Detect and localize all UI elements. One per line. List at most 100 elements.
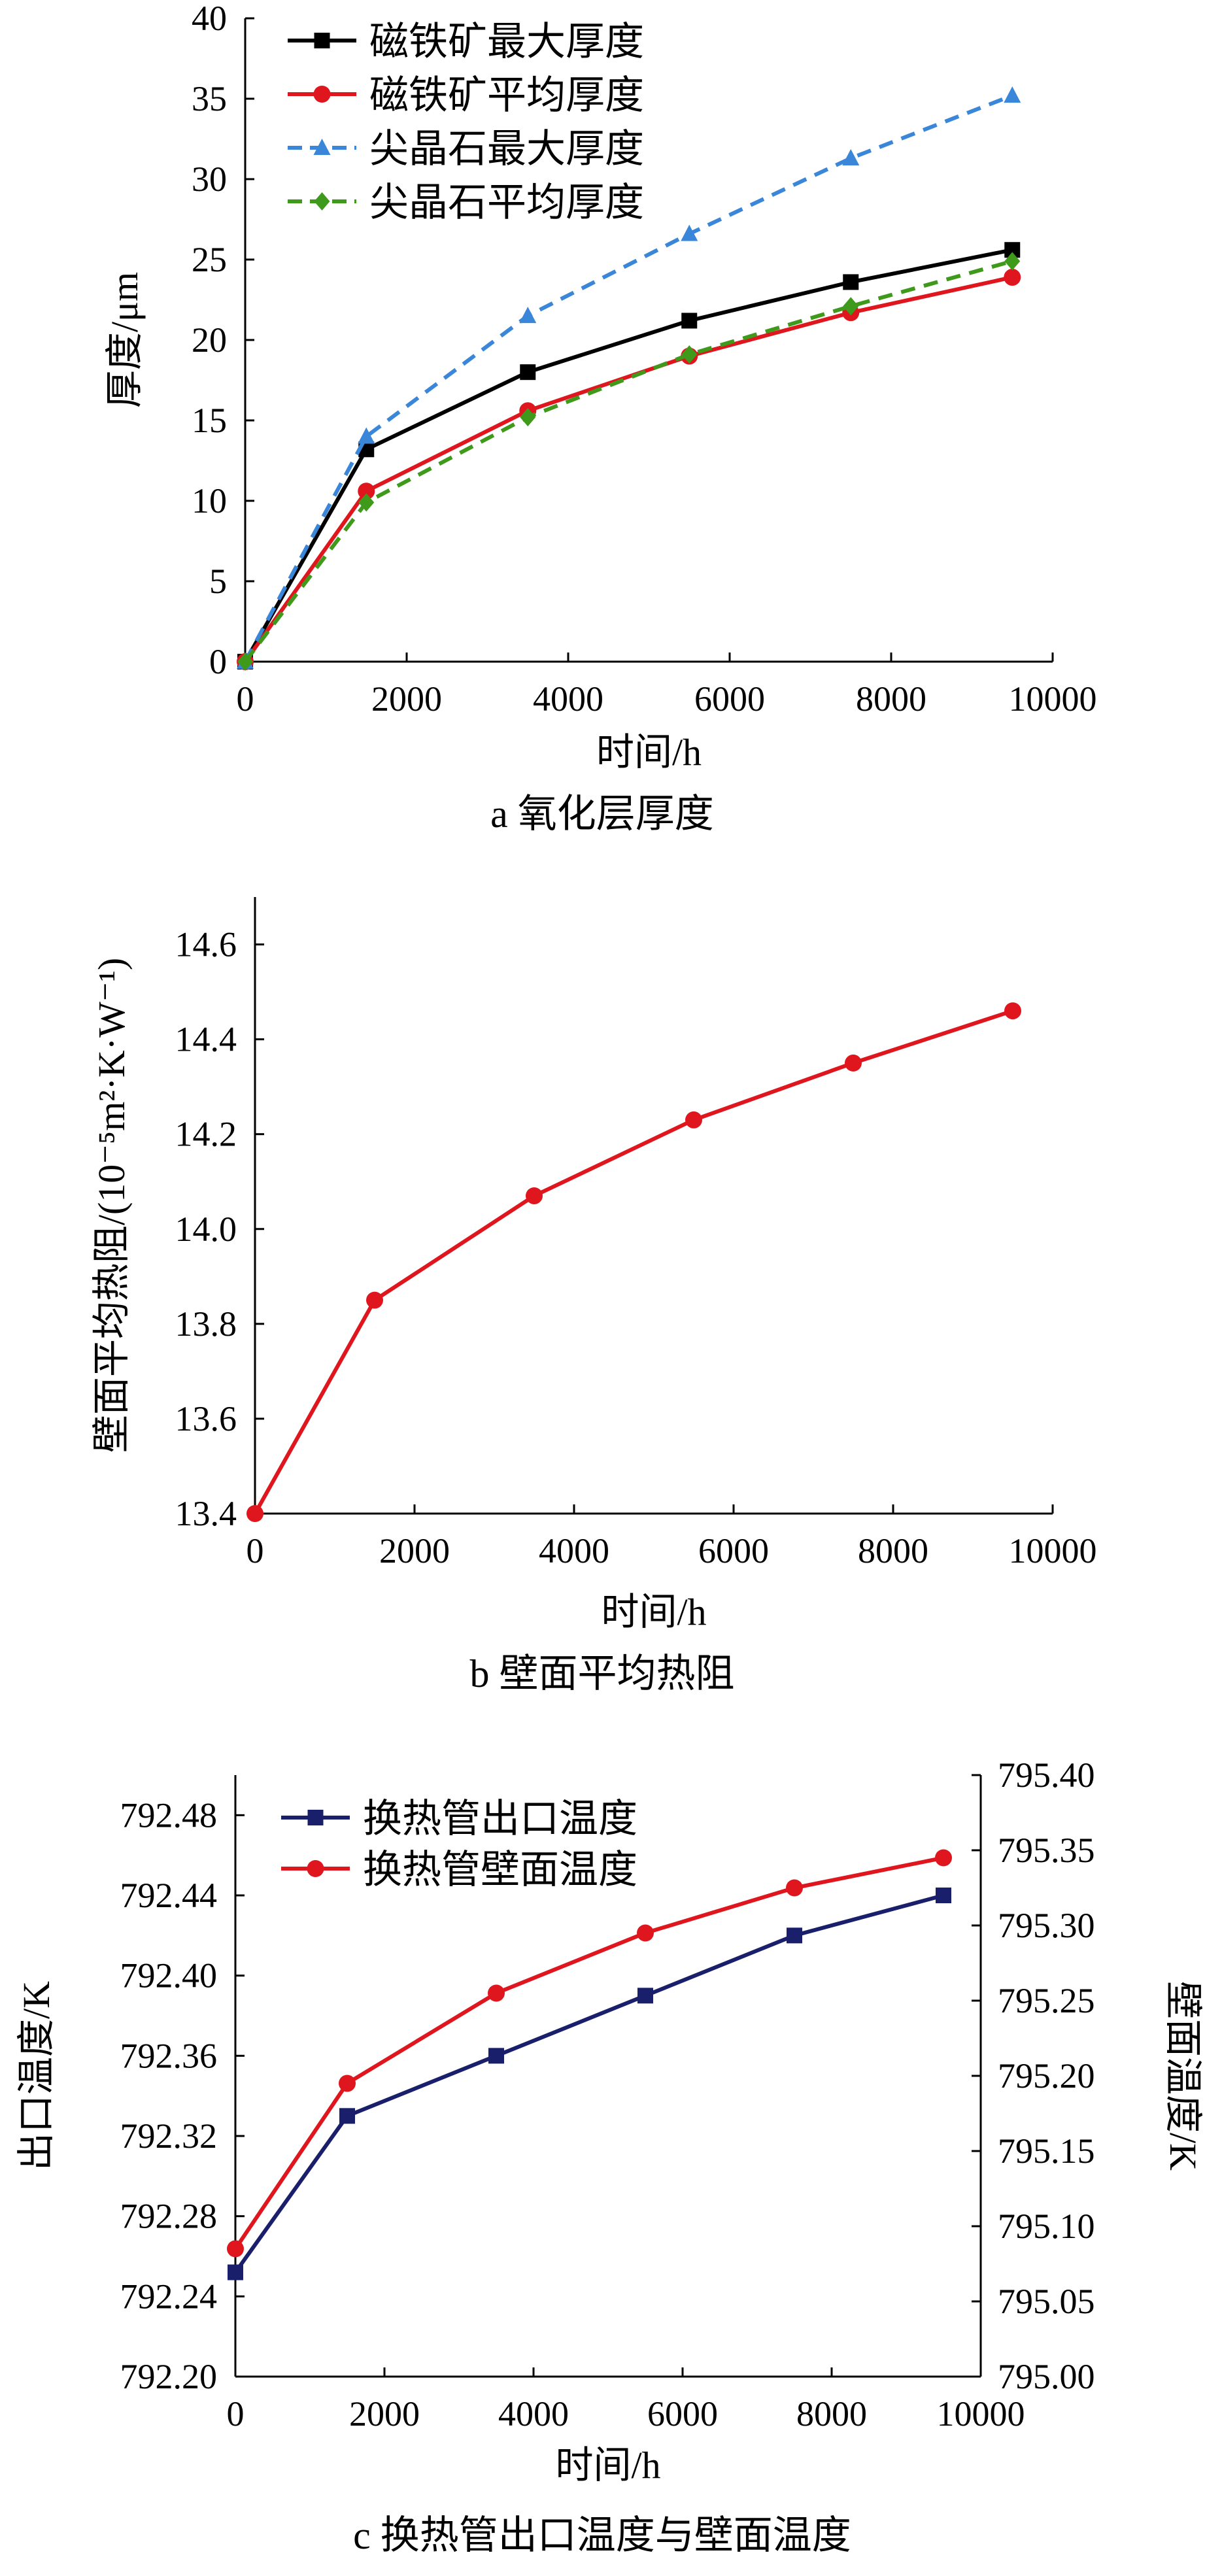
chart-panel-c: 0 2000 4000 6000 8000 10000 792.20 792.24 792.28… [15, 1755, 1204, 2557]
x-tick-label: 10000 [1009, 679, 1097, 719]
x-axis-label: 时间/h [601, 1591, 706, 1633]
x-tick-label: 10000 [1009, 1531, 1097, 1570]
y2-axis-label: 壁面温度/K [1162, 1981, 1204, 2171]
y2-tick-label: 795.30 [998, 1906, 1095, 1945]
legend-label: 尖晶石平均厚度 [369, 181, 644, 224]
y-tick-label: 15 [192, 401, 227, 440]
y2-tick-label: 795.35 [998, 1831, 1095, 1870]
y-tick-label: 792.32 [120, 2116, 218, 2156]
data-point [843, 274, 859, 290]
series-line [233, 1893, 944, 2274]
y-tick-label: 792.44 [120, 1876, 218, 1915]
legend-marker [313, 86, 331, 103]
data-point [843, 297, 859, 316]
y-tick-label: 25 [192, 240, 227, 279]
y2-tick-label: 795.25 [998, 1981, 1095, 2020]
y-axis-label: 出口温度/K [15, 1981, 58, 2171]
data-point [681, 313, 698, 329]
data-point [339, 2075, 356, 2092]
data-point [227, 2240, 244, 2258]
series-line [243, 93, 1013, 663]
legend-marker [307, 1810, 324, 1825]
y2-tick-label: 795.40 [998, 1755, 1095, 1795]
legend-item: 磁铁矿平均厚度 [288, 74, 644, 117]
legend-marker [313, 139, 331, 155]
chart-panel-a: 0 2000 4000 6000 8000 10000 0 5 10 15 20 25 30 35 40 时间… [103, 0, 1097, 836]
data-point [1004, 86, 1021, 103]
y-tick-label: 14.4 [175, 1020, 237, 1059]
y-axis-label: 厚度/μm [103, 272, 146, 408]
data-point [1004, 1002, 1021, 1020]
x-tick-label: 8000 [796, 2394, 867, 2433]
x-tick-label: 8000 [858, 1531, 928, 1570]
chart-caption: a 氧化层厚度 [490, 792, 714, 836]
x-tick-label: 10000 [937, 2394, 1025, 2433]
data-point [519, 307, 537, 324]
legend-marker [307, 1860, 324, 1877]
data-point [358, 427, 375, 444]
y-tick-label: 792.20 [120, 2357, 218, 2396]
x-axis-label: 时间/h [596, 731, 702, 773]
legend-marker [314, 33, 330, 48]
data-point [339, 2108, 355, 2124]
y-tick-label: 0 [209, 642, 227, 681]
series-line [233, 1856, 944, 2250]
y-tick-label: 5 [209, 562, 227, 601]
series-0 [228, 1888, 951, 2280]
data-point [488, 2048, 504, 2064]
data-point [246, 1505, 263, 1522]
y-tick-label: 14.2 [175, 1115, 237, 1154]
legend-item: 磁铁矿最大厚度 [288, 20, 644, 63]
data-point [787, 1927, 802, 1944]
y-tick-label: 13.4 [175, 1494, 237, 1533]
data-point [685, 1111, 702, 1128]
x-tick-label: 6000 [694, 679, 765, 719]
y-tick-label: 792.28 [120, 2197, 218, 2236]
y2-tick-label: 795.15 [998, 2131, 1095, 2171]
legend-item: 换热管壁面温度 [281, 1848, 637, 1891]
data-point [228, 2264, 243, 2280]
data-point [681, 224, 698, 241]
x-tick-label: 6000 [647, 2394, 718, 2433]
data-point [637, 1924, 654, 1942]
series-0 [237, 242, 1021, 669]
y-tick-label: 14.0 [175, 1210, 237, 1249]
y-tick-label: 14.6 [175, 925, 237, 964]
legend-marker [314, 192, 330, 211]
legend-label: 磁铁矿最大厚度 [369, 20, 644, 63]
data-point [1004, 252, 1021, 271]
y-tick-label: 792.36 [120, 2036, 218, 2075]
y-tick-label: 20 [192, 320, 227, 360]
series-1 [227, 1849, 952, 2258]
y2-tick-label: 795.10 [998, 2207, 1095, 2246]
legend-item: 尖晶石平均厚度 [288, 181, 644, 224]
data-point [526, 1187, 543, 1204]
y-tick-label: 10 [192, 481, 227, 520]
chart-caption: b 壁面平均热阻 [470, 1652, 735, 1695]
series-3 [237, 252, 1021, 671]
data-point [842, 149, 860, 166]
data-point [237, 652, 253, 671]
y-tick-label: 35 [192, 79, 227, 118]
data-point [845, 1054, 862, 1072]
y-tick-label: 13.6 [175, 1399, 237, 1438]
data-point [488, 1984, 505, 2002]
y-tick-label: 792.24 [120, 2277, 218, 2316]
data-point [520, 364, 536, 381]
legend-label: 尖晶石最大厚度 [369, 127, 644, 171]
y2-tick-label: 795.00 [998, 2357, 1095, 2396]
series-line [243, 248, 1013, 663]
x-tick-label: 8000 [856, 679, 926, 719]
data-point [637, 1988, 653, 2004]
x-axis-label: 时间/h [555, 2444, 660, 2486]
data-point [681, 345, 698, 364]
legend-label: 换热管出口温度 [363, 1797, 637, 1840]
x-tick-label: 2000 [349, 2394, 420, 2433]
legend-item: 尖晶石最大厚度 [288, 127, 644, 171]
x-tick-label: 0 [246, 1531, 264, 1570]
chart-caption: c 换热管出口温度与壁面温度 [353, 2514, 851, 2557]
data-point [936, 1888, 951, 1903]
series-0 [246, 1002, 1021, 1522]
